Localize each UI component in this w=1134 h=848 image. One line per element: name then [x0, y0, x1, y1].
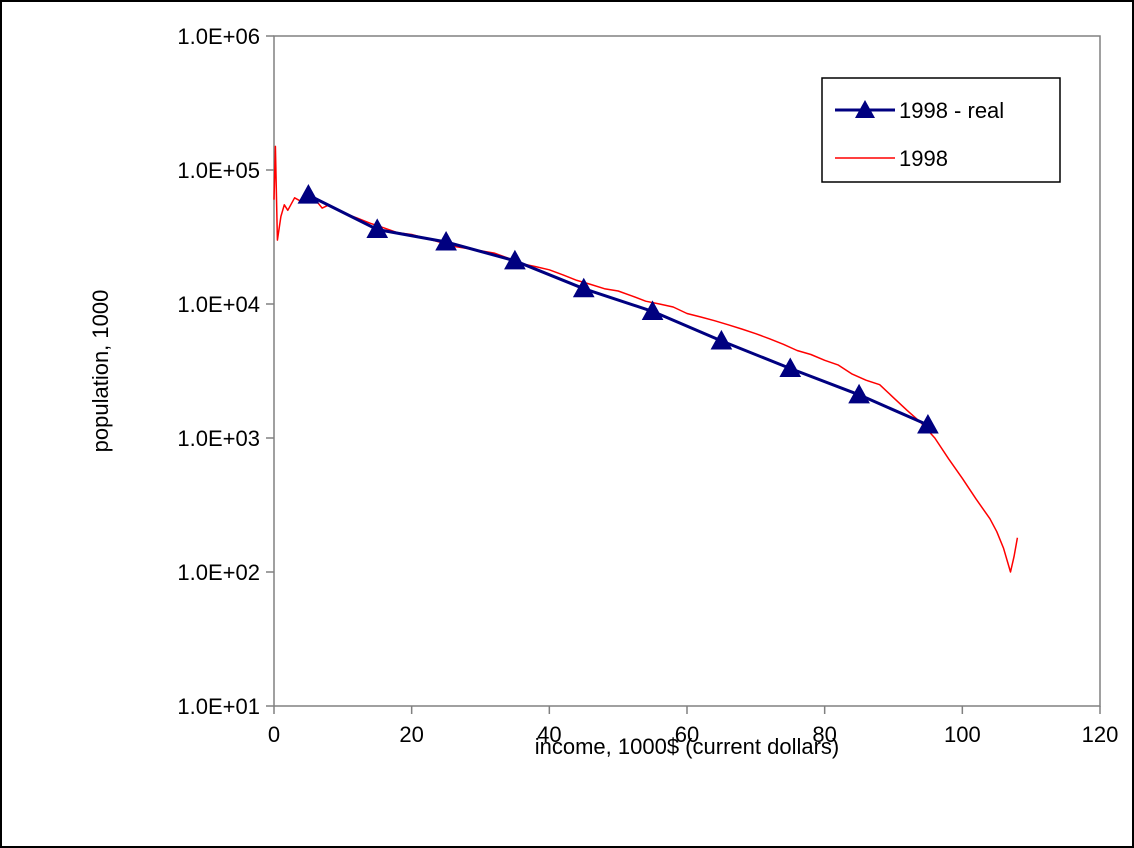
- x-tick-label-1: 20: [399, 722, 423, 747]
- y-tick-label-2: 1.0E+03: [177, 426, 260, 451]
- y-tick-label-0: 1.0E+01: [177, 694, 260, 719]
- legend-box: [821, 77, 1061, 183]
- x-axis-title: income, 1000$ (current dollars): [535, 734, 839, 759]
- y-tick-label-5: 1.0E+06: [177, 24, 260, 49]
- legend-label-1998-real: 1998 - real: [899, 98, 1004, 123]
- x-tick-label-4: 80: [812, 722, 836, 747]
- y-axis-title: population, 1000: [88, 290, 113, 453]
- legend: 1998 - real 1998: [821, 77, 1061, 183]
- series-point-1998-real-3: [504, 249, 526, 270]
- y-tick-label-1: 1.0E+02: [177, 560, 260, 585]
- x-tick-label-6: 120: [1082, 722, 1119, 747]
- y-axis: 1.0E+01 1.0E+02 1.0E+03 1.0E+04 1.0E+05 1.0E+…: [177, 24, 274, 719]
- legend-marker-1998-real: [855, 100, 875, 118]
- series-point-1998-real-4: [572, 277, 595, 298]
- x-tick-label-3: 60: [675, 722, 699, 747]
- series-point-1998-real-6: [710, 329, 733, 350]
- x-tick-label-5: 100: [944, 722, 981, 747]
- series-layer: [273, 145, 1019, 573]
- series-point-1998-real-5: [641, 300, 664, 320]
- series-point-1998-real-2: [435, 231, 457, 251]
- series-point-1998-real-7: [779, 357, 802, 378]
- y-tick-label-3: 1.0E+04: [177, 292, 260, 317]
- x-tick-label-0: 0: [268, 722, 280, 747]
- x-tick-label-2: 40: [537, 722, 561, 747]
- series-point-1998-real-9: [917, 413, 939, 434]
- y-tick-label-4: 1.0E+05: [177, 158, 260, 183]
- series-point-1998-real-8: [848, 383, 870, 404]
- x-axis: 0 20 40 60 80 100 120: [268, 706, 1118, 747]
- legend-label-1998: 1998: [899, 146, 948, 171]
- series-line-1998-real: [307, 193, 929, 427]
- series-point-1998-real-1: [366, 218, 389, 238]
- series-point-1998-real-0: [297, 184, 320, 204]
